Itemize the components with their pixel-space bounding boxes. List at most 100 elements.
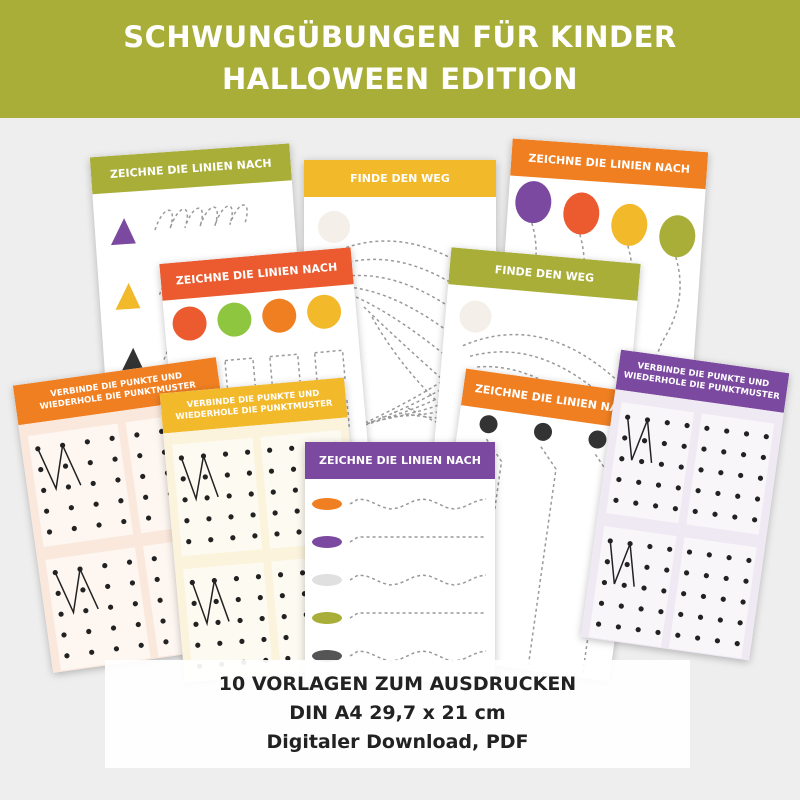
dot bbox=[621, 582, 627, 588]
dot-line bbox=[54, 566, 99, 616]
dot bbox=[109, 435, 115, 441]
dot bbox=[760, 454, 766, 461]
dot bbox=[279, 593, 285, 599]
dot-line bbox=[626, 417, 653, 464]
dot bbox=[274, 531, 280, 537]
dot bbox=[667, 546, 673, 552]
dot-panel bbox=[172, 437, 263, 557]
dot bbox=[248, 491, 254, 497]
dot bbox=[737, 620, 743, 626]
dot bbox=[717, 617, 723, 623]
dot bbox=[616, 476, 622, 483]
dot bbox=[217, 640, 223, 646]
dot bbox=[701, 446, 707, 452]
dot bbox=[289, 445, 295, 451]
dot bbox=[102, 563, 108, 569]
dot bbox=[113, 646, 120, 652]
dot bbox=[215, 619, 221, 626]
balloon bbox=[515, 181, 552, 224]
dot bbox=[700, 593, 707, 600]
dot bbox=[704, 425, 710, 431]
dot bbox=[658, 609, 664, 615]
balloon bbox=[563, 192, 600, 235]
worksheet-body bbox=[312, 498, 487, 662]
spider-icon bbox=[479, 415, 498, 434]
dot bbox=[257, 595, 263, 601]
dot bbox=[84, 439, 90, 445]
dot bbox=[735, 493, 741, 499]
worksheet-body bbox=[580, 389, 784, 661]
trace-shape bbox=[224, 357, 257, 390]
dot bbox=[695, 635, 701, 641]
dot bbox=[290, 466, 297, 472]
dot bbox=[655, 482, 662, 488]
dot bbox=[672, 506, 678, 512]
dot bbox=[83, 608, 89, 614]
dot-panel bbox=[588, 525, 677, 648]
ghost-icon bbox=[318, 211, 350, 243]
dot bbox=[619, 456, 625, 462]
dot bbox=[244, 449, 251, 455]
dot bbox=[64, 653, 70, 659]
dot bbox=[633, 500, 639, 506]
dot bbox=[661, 440, 667, 447]
dot bbox=[68, 505, 74, 511]
dot bbox=[93, 501, 99, 507]
dot bbox=[184, 518, 190, 524]
dot-line bbox=[609, 540, 635, 587]
dot bbox=[686, 549, 693, 555]
trace-shape bbox=[268, 353, 301, 386]
dot bbox=[635, 627, 641, 633]
dot bbox=[235, 596, 241, 603]
trace-line bbox=[349, 650, 487, 662]
trace-shape bbox=[313, 349, 346, 382]
dot bbox=[613, 497, 619, 503]
spider-icon bbox=[588, 430, 607, 449]
dot bbox=[140, 473, 146, 480]
dot bbox=[267, 447, 273, 453]
dot bbox=[681, 443, 687, 449]
pumpkin bbox=[217, 302, 252, 337]
dot bbox=[86, 628, 92, 635]
dot bbox=[134, 432, 140, 438]
dot bbox=[734, 641, 740, 647]
dot bbox=[55, 590, 61, 596]
dot bbox=[237, 617, 243, 624]
dot bbox=[604, 559, 610, 565]
dot bbox=[675, 485, 681, 491]
dot-line bbox=[180, 453, 219, 502]
dot bbox=[743, 578, 749, 584]
dot bbox=[90, 480, 96, 487]
dot bbox=[658, 461, 665, 467]
dot bbox=[296, 529, 302, 535]
dot bbox=[675, 632, 681, 638]
dot bbox=[222, 451, 229, 457]
dot bbox=[712, 511, 718, 517]
footer-line: DIN A4 29,7 x 21 cm bbox=[289, 702, 506, 724]
dot bbox=[193, 621, 199, 627]
header: SCHWUNGÜBUNGEN FÜR KINDER HALLOWEEN EDIT… bbox=[0, 0, 800, 118]
footer-line: 10 VORLAGEN ZUM AUSDRUCKEN bbox=[218, 673, 577, 695]
dot bbox=[178, 455, 185, 461]
worksheet-body bbox=[510, 181, 696, 418]
worksheet-title: ZEICHNE DIE LINIEN NACH bbox=[305, 442, 495, 479]
dot bbox=[105, 583, 111, 590]
dot bbox=[644, 564, 650, 570]
dot bbox=[239, 638, 245, 644]
dot bbox=[230, 535, 236, 541]
dot bbox=[138, 642, 144, 648]
dot bbox=[272, 510, 278, 516]
dot bbox=[80, 587, 86, 593]
dot bbox=[283, 634, 289, 641]
dot bbox=[191, 600, 197, 607]
dot bbox=[126, 559, 133, 565]
dot-panel bbox=[183, 562, 274, 681]
dot-panel bbox=[606, 402, 694, 524]
dot bbox=[652, 503, 659, 509]
dot bbox=[186, 539, 192, 545]
dot bbox=[224, 472, 230, 478]
dot-line bbox=[37, 442, 82, 492]
dot bbox=[615, 624, 621, 630]
dot bbox=[601, 579, 608, 586]
dot bbox=[703, 573, 709, 579]
